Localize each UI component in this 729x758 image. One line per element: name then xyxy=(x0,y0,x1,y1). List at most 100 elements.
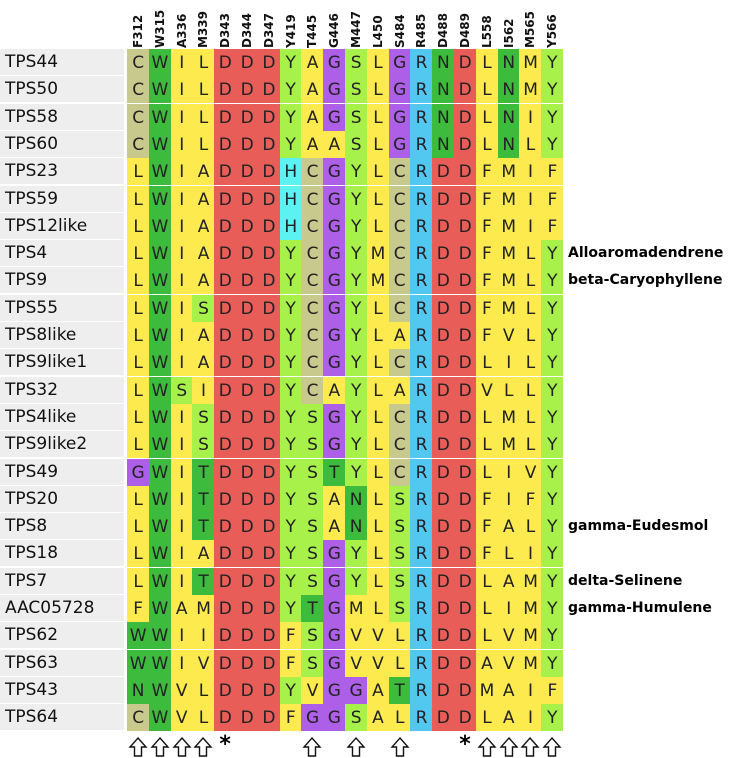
residue-cell: S xyxy=(301,485,324,513)
residue-cell: L xyxy=(127,376,150,404)
residue-cell: W xyxy=(148,485,172,513)
residue-cell: I xyxy=(192,376,215,404)
residue-cell: A xyxy=(388,322,411,349)
column-header: Y566 xyxy=(545,14,560,48)
residue-cell: C xyxy=(127,76,150,104)
residue-cell: A xyxy=(301,76,324,104)
residue-cell: T xyxy=(323,458,346,486)
residue-cell: G xyxy=(323,540,346,568)
residue-cell: W xyxy=(148,513,172,541)
residue-cell: Y xyxy=(279,130,302,158)
residue-cell: I xyxy=(170,76,193,104)
residue-cell: D xyxy=(432,649,455,677)
residue-cell: Y xyxy=(279,76,302,104)
residue-cell: I xyxy=(170,431,193,459)
residue-cell: Y xyxy=(345,294,368,322)
column-header: D343 xyxy=(218,12,233,48)
residue-cell: T xyxy=(301,595,324,622)
residue-cell: M xyxy=(497,158,520,186)
residue-cell: A xyxy=(497,676,520,704)
residue-cell: D xyxy=(236,458,259,486)
residue-cell: V xyxy=(170,676,193,704)
residue-cell: D xyxy=(257,676,281,704)
residue-cell: D xyxy=(432,431,455,459)
residue-cell: I xyxy=(170,322,193,349)
residue-cell: D xyxy=(454,704,477,732)
residue-cell: R xyxy=(410,349,433,377)
residue-cell: D xyxy=(432,567,455,595)
residue-cell: F xyxy=(279,704,302,732)
sequence-name: TPS8 xyxy=(0,513,124,541)
residue-cell: I xyxy=(170,622,193,650)
column-header: F312 xyxy=(131,14,145,48)
residue-cell: N xyxy=(345,485,368,513)
column-header: S484 xyxy=(392,14,407,48)
residue-cell: W xyxy=(148,349,172,377)
residue-cell: I xyxy=(497,349,520,377)
product-label: Alloaromadendrene xyxy=(568,245,724,262)
residue-cell: Y xyxy=(279,513,302,541)
up-arrow-icon xyxy=(150,736,170,757)
residue-cell: D xyxy=(236,649,259,677)
residue-cell: I xyxy=(519,103,542,131)
residue-cell: R xyxy=(410,76,433,104)
residue-cell: D xyxy=(432,704,455,732)
residue-cell: C xyxy=(388,240,411,268)
residue-cell: F xyxy=(541,158,564,186)
residue-cell: W xyxy=(148,103,172,131)
residue-cell: D xyxy=(432,595,455,622)
sequence-name: TPS44 xyxy=(0,49,124,76)
residue-cell: L xyxy=(388,649,411,677)
residue-cell: Y xyxy=(279,403,302,431)
residue-cell: L xyxy=(127,267,150,295)
column-header: L558 xyxy=(479,15,494,48)
product-label: gamma-Humulene xyxy=(568,600,712,616)
sequence-name: TPS20 xyxy=(0,485,124,513)
residue-cell: R xyxy=(410,458,433,486)
residue-cell: G xyxy=(323,49,346,76)
residue-cell: L xyxy=(519,130,542,158)
residue-cell: T xyxy=(192,567,215,595)
residue-cell: Y xyxy=(279,49,302,76)
residue-cell: D xyxy=(454,294,477,322)
residue-cell: D xyxy=(432,185,455,213)
residue-cell: G xyxy=(323,240,346,268)
residue-cell: C xyxy=(301,158,324,186)
residue-cell: F xyxy=(475,240,499,268)
residue-cell: L xyxy=(475,76,499,104)
residue-cell: V xyxy=(170,704,193,732)
residue-cell: R xyxy=(410,567,433,595)
residue-cell: L xyxy=(366,76,390,104)
residue-cell: A xyxy=(366,704,390,732)
residue-cell: V xyxy=(497,322,520,349)
residue-cell: S xyxy=(192,403,215,431)
residue-cell: S xyxy=(388,540,411,568)
residue-cell: W xyxy=(148,649,172,677)
residue-cell: C xyxy=(388,294,411,322)
sequence-name: TPS32 xyxy=(0,376,124,404)
residue-cell: L xyxy=(519,431,542,459)
residue-cell: L xyxy=(519,322,542,349)
residue-cell: R xyxy=(410,403,433,431)
residue-cell: G xyxy=(127,458,150,486)
residue-cell: L xyxy=(497,540,520,568)
residue-cell: Y xyxy=(345,376,368,404)
residue-cell: M xyxy=(519,649,542,677)
residue-cell: L xyxy=(366,540,390,568)
residue-cell: I xyxy=(170,458,193,486)
residue-cell: M xyxy=(497,294,520,322)
residue-cell: D xyxy=(214,513,237,541)
residue-cell: A xyxy=(192,540,215,568)
residue-cell: G xyxy=(323,212,346,240)
residue-cell: D xyxy=(432,240,455,268)
residue-cell: I xyxy=(170,267,193,295)
residue-cell: A xyxy=(497,567,520,595)
residue-cell: A xyxy=(497,704,520,732)
residue-cell: T xyxy=(388,676,411,704)
residue-cell: Y xyxy=(541,540,564,568)
residue-cell: I xyxy=(497,458,520,486)
residue-cell: D xyxy=(454,103,477,131)
residue-cell: D xyxy=(257,49,281,76)
residue-cell: D xyxy=(214,622,237,650)
residue-cell: G xyxy=(323,622,346,650)
